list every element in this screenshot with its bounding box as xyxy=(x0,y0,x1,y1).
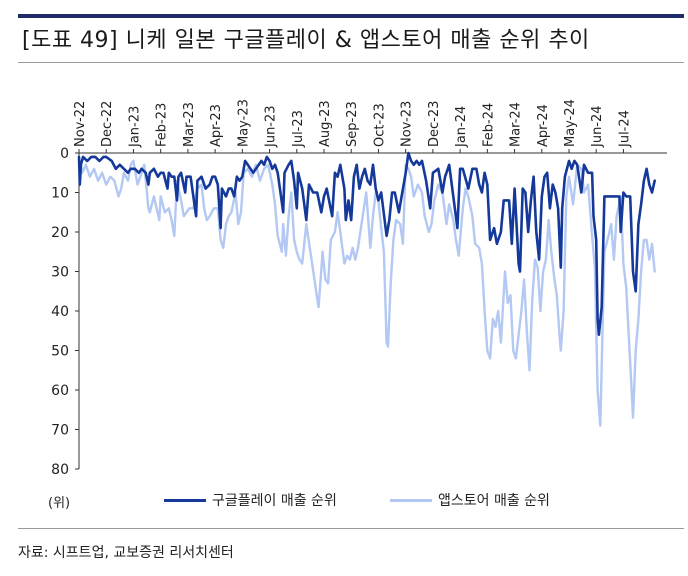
x-tick-label: Apr-24 xyxy=(536,104,551,147)
y-tick-label: 40 xyxy=(51,304,69,320)
chart-series xyxy=(77,151,656,427)
x-tick-label: Feb-24 xyxy=(481,103,496,147)
x-tick-label: Jan-24 xyxy=(454,106,469,148)
figure-title: [도표 49] 니케 일본 구글플레이 & 앱스토어 매출 순위 추이 xyxy=(22,28,590,53)
legend-swatch-google-play xyxy=(164,498,206,502)
x-tick-label: Feb-23 xyxy=(155,103,170,147)
legend-label-google-play: 구글플레이 매출 순위 xyxy=(212,493,337,509)
legend-item-google-play: 구글플레이 매출 순위 xyxy=(164,490,337,510)
y-tick-label: 20 xyxy=(51,225,69,241)
title-rule xyxy=(18,62,684,63)
series-line-app-store xyxy=(77,159,656,427)
x-tick-label: May-24 xyxy=(563,99,578,147)
y-tick-label: 30 xyxy=(51,265,69,281)
x-tick-label: Jul-24 xyxy=(617,110,632,148)
x-tick-label: Oct-23 xyxy=(372,103,387,147)
x-tick-label: Mar-24 xyxy=(509,102,524,147)
x-tick-label: Aug-23 xyxy=(318,100,333,147)
x-tick-label: Nov-23 xyxy=(400,101,415,147)
legend-swatch-app-store xyxy=(390,498,432,502)
chart-axes: 0 10 20 30 40 50 60 70 80 Nov-22 Dec-22 Jan-23 Feb-2… xyxy=(51,99,667,478)
y-tick-label: 80 xyxy=(51,462,69,478)
x-tick-label: Jan-23 xyxy=(127,106,142,148)
y-tick-label: 0 xyxy=(60,146,69,162)
bottom-rule xyxy=(18,528,684,529)
x-tick-label: Sep-23 xyxy=(345,101,360,147)
x-tick-label: Jun-24 xyxy=(590,105,605,148)
series-line-google-play xyxy=(77,151,656,336)
x-tick-label: Nov-22 xyxy=(73,101,88,147)
x-tick-label: Jun-23 xyxy=(264,105,279,148)
x-tick-label: May-23 xyxy=(236,99,251,147)
y-tick-label: 60 xyxy=(51,383,69,399)
source-note: 자료: 시프트업, 교보증권 리서치센터 xyxy=(18,545,234,561)
legend-item-app-store: 앱스토어 매출 순위 xyxy=(390,490,550,510)
y-tick-label: 70 xyxy=(51,423,69,439)
legend-label-app-store: 앱스토어 매출 순위 xyxy=(438,493,550,509)
top-rule xyxy=(18,14,684,18)
x-tick-label: Jul-23 xyxy=(291,110,306,148)
x-tick-label: Dec-23 xyxy=(427,101,442,147)
y-unit-label: (위) xyxy=(48,496,71,511)
y-tick-label: 50 xyxy=(51,344,69,360)
x-tick-label: Mar-23 xyxy=(182,102,197,147)
y-tick-label: 10 xyxy=(51,186,69,202)
x-tick-label: Dec-22 xyxy=(100,101,115,147)
x-tick-label: Apr-23 xyxy=(209,104,224,147)
